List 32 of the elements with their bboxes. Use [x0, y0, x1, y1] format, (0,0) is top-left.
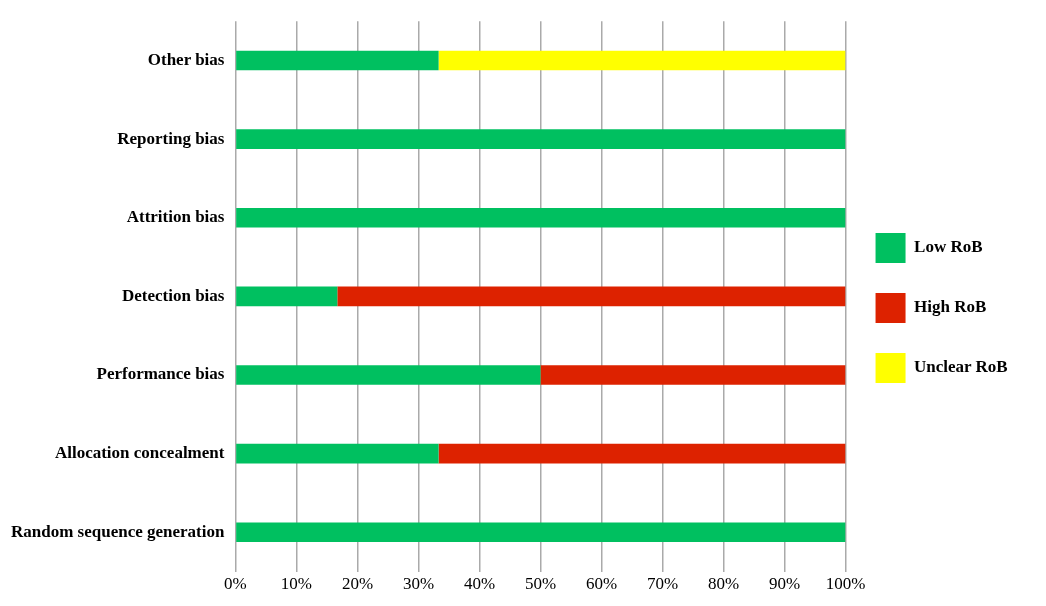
x-tick-label: 70% [646, 574, 679, 594]
y-tick-label: Random sequence generation [10, 521, 225, 541]
bar [236, 207, 846, 228]
y-tick-label: Allocation concealment [54, 443, 225, 463]
bar [236, 522, 846, 543]
x-tick-label: 0% [224, 574, 247, 594]
legend-label: Low RoB [914, 237, 983, 257]
bar [236, 443, 439, 464]
legend-label: High RoB [914, 297, 987, 317]
y-tick-label: Detection bias [121, 285, 225, 305]
x-tick-label: 40% [463, 574, 496, 594]
x-tick-label: 90% [768, 574, 801, 594]
bar [236, 129, 846, 149]
y-tick-label: Other bias [147, 49, 225, 69]
x-tick-label: 20% [341, 574, 374, 594]
x-tick-label: 30% [402, 574, 435, 594]
x-tick-label: 60% [585, 574, 618, 594]
x-tick-label: 100% [825, 574, 866, 594]
bar [540, 365, 846, 385]
x-tick-label: 10% [280, 574, 313, 594]
y-tick-label: Attrition bias [126, 207, 225, 227]
bar [337, 286, 846, 307]
bar [236, 286, 338, 307]
bar [438, 50, 846, 71]
x-tick-label: 80% [707, 574, 740, 594]
bar [236, 365, 541, 385]
bar [236, 50, 439, 71]
y-tick-label: Performance bias [96, 364, 225, 384]
bar [438, 443, 846, 464]
x-tick-label: 50% [524, 574, 557, 594]
y-tick-label: Reporting bias [117, 128, 225, 148]
legend-label: Unclear RoB [914, 357, 1008, 377]
